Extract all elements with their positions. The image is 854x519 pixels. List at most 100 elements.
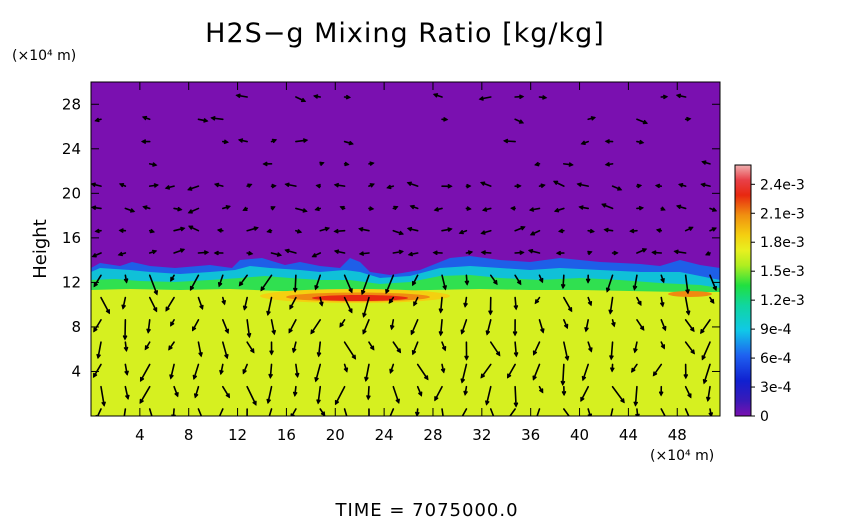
wind-arrow-head: [411, 349, 417, 356]
wind-arrow: [147, 319, 151, 333]
wind-arrow-head: [513, 402, 519, 408]
wind-arrow-head: [542, 95, 548, 100]
wind-arrow-head: [443, 117, 449, 122]
wind-arrow-head: [96, 353, 101, 360]
wind-arrow-head: [588, 347, 593, 353]
wind-arrow-head: [250, 348, 255, 354]
wind-arrow-head: [91, 182, 96, 187]
wind-arrow: [392, 385, 400, 404]
wind-arrow-head: [198, 352, 203, 358]
wind-arrow: [188, 207, 200, 214]
wind-arrow: [165, 296, 175, 312]
wind-arrow-head: [685, 289, 690, 295]
wind-arrow-head: [639, 325, 645, 331]
wind-arrow-head: [434, 396, 439, 402]
wind-arrow-head: [293, 287, 298, 293]
wind-arrow-head: [300, 97, 307, 103]
wind-arrow-head: [348, 288, 353, 294]
wind-arrow-head: [91, 253, 97, 258]
wind-arrow: [601, 203, 614, 210]
wind-arrow-head: [348, 140, 354, 146]
wind-arrow-head: [201, 417, 204, 420]
wind-arrow: [122, 296, 127, 309]
wind-arrow-head: [540, 183, 546, 188]
wind-arrow-head: [700, 182, 706, 188]
wind-arrow-head: [432, 93, 439, 98]
wind-arrow: [684, 385, 692, 398]
wind-arrow-head: [433, 207, 439, 212]
wind-arrow: [503, 140, 516, 143]
wind-arrow-head: [666, 419, 669, 422]
wind-arrow-head: [314, 377, 319, 383]
wind-arrow-head: [584, 327, 589, 333]
wind-arrow-head: [447, 227, 453, 232]
wind-arrow-head: [706, 396, 711, 402]
wind-arrow: [269, 363, 273, 379]
wind-arrow: [563, 296, 573, 312]
wind-arrow-head: [613, 250, 619, 256]
wind-arrow: [461, 363, 468, 383]
x-tick-label: 16: [277, 426, 296, 444]
wind-arrow: [389, 408, 395, 416]
wind-arrow-head: [631, 367, 636, 373]
wind-arrow-head: [485, 400, 490, 406]
wind-arrow-head: [94, 228, 100, 234]
wind-arrow: [461, 319, 468, 334]
wind-arrow-head: [516, 183, 522, 189]
wind-arrow-head: [633, 401, 638, 407]
wind-arrow: [222, 319, 229, 334]
wind-arrow-head: [139, 376, 145, 382]
wind-arrow-head: [580, 140, 586, 145]
wind-arrow-head: [386, 184, 392, 190]
colorbar: [734, 164, 752, 417]
wind-arrow: [93, 363, 102, 378]
wind-arrow: [93, 274, 102, 287]
wind-arrow-head: [711, 227, 717, 232]
wind-arrow: [684, 296, 690, 315]
wind-arrow: [636, 118, 648, 124]
wind-arrow-head: [310, 329, 315, 335]
wind-arrow-head: [705, 251, 711, 256]
wind-arrow-head: [164, 185, 171, 190]
wind-arrow-head: [316, 399, 321, 405]
wind-arrow-head: [638, 205, 645, 211]
wind-arrow-head: [534, 161, 540, 167]
wind-arrow-head: [553, 208, 560, 213]
wind-arrow: [361, 274, 370, 295]
wind-arrow: [343, 341, 356, 360]
wind-arrow-head: [213, 182, 220, 188]
wind-arrow-head: [260, 286, 265, 292]
wind-arrow-head: [271, 183, 277, 189]
wind-arrow: [660, 319, 667, 331]
wind-arrow: [194, 385, 200, 398]
wind-arrow-head: [348, 308, 353, 314]
wind-arrow: [441, 274, 447, 290]
wind-arrow: [385, 274, 395, 294]
wind-arrow-head: [242, 369, 247, 375]
wind-arrow-head: [519, 250, 525, 255]
wind-arrow: [260, 274, 273, 291]
wind-arrow-head: [364, 376, 369, 382]
wind-arrow-head: [268, 373, 273, 379]
wind-arrow-head: [651, 250, 657, 255]
wind-arrow-head: [608, 309, 613, 315]
wind-arrow-head: [539, 388, 544, 394]
wind-arrow: [288, 319, 297, 333]
wind-arrow-head: [270, 206, 276, 211]
x-tick-label: 20: [326, 426, 345, 444]
wind-arrow-head: [570, 415, 572, 416]
wind-arrow-head: [555, 250, 561, 256]
wind-arrow: [577, 183, 590, 187]
wind-arrow-head: [585, 278, 591, 284]
wind-arrow-head: [93, 327, 98, 333]
wind-arrow: [100, 296, 110, 314]
wind-arrow: [528, 249, 541, 254]
wind-arrow-head: [262, 161, 268, 167]
wind-arrow-head: [467, 250, 474, 255]
wind-arrow-head: [662, 325, 667, 332]
wind-arrow-head: [266, 228, 272, 234]
wind-arrow-head: [711, 207, 718, 212]
colorbar-tick-label: 3e-4: [760, 380, 792, 396]
wind-arrow-head: [149, 228, 156, 234]
wind-arrow-head: [204, 250, 210, 255]
